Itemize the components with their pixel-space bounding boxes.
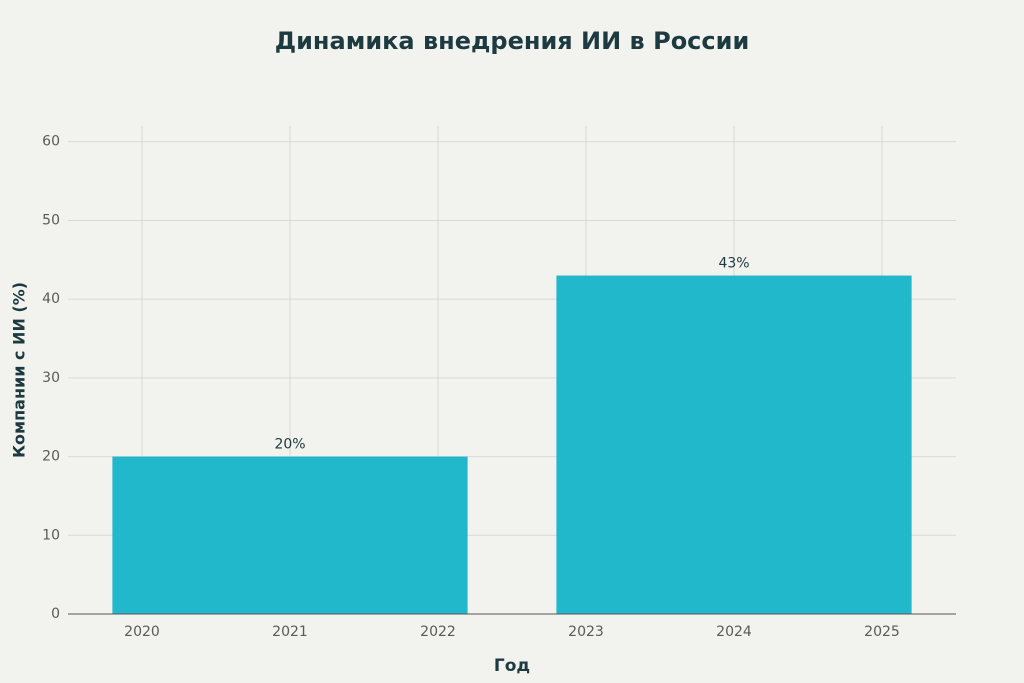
bar: [112, 456, 468, 614]
x-tick-label: 2020: [124, 624, 160, 640]
x-tick-label: 2022: [420, 624, 456, 640]
y-tick-label: 50: [42, 212, 60, 228]
x-tick-label: 2024: [716, 624, 752, 640]
y-tick-label: 30: [42, 370, 60, 386]
y-tick-label: 40: [42, 291, 60, 307]
value-label: 20%: [274, 437, 305, 453]
bar: [556, 275, 912, 614]
x-tick-label: 2021: [272, 624, 308, 640]
y-tick-label: 0: [51, 606, 60, 622]
chart-title: Динамика внедрения ИИ в России: [275, 27, 750, 55]
y-tick-label: 20: [42, 449, 60, 465]
x-tick-label: 2023: [568, 624, 604, 640]
y-tick-label: 60: [42, 134, 60, 150]
y-axis-label: Компании с ИИ (%): [10, 282, 29, 458]
x-axis-label: Год: [494, 656, 530, 676]
value-label: 43%: [718, 256, 749, 272]
y-tick-label: 10: [42, 527, 60, 543]
x-tick-label: 2025: [864, 624, 900, 640]
